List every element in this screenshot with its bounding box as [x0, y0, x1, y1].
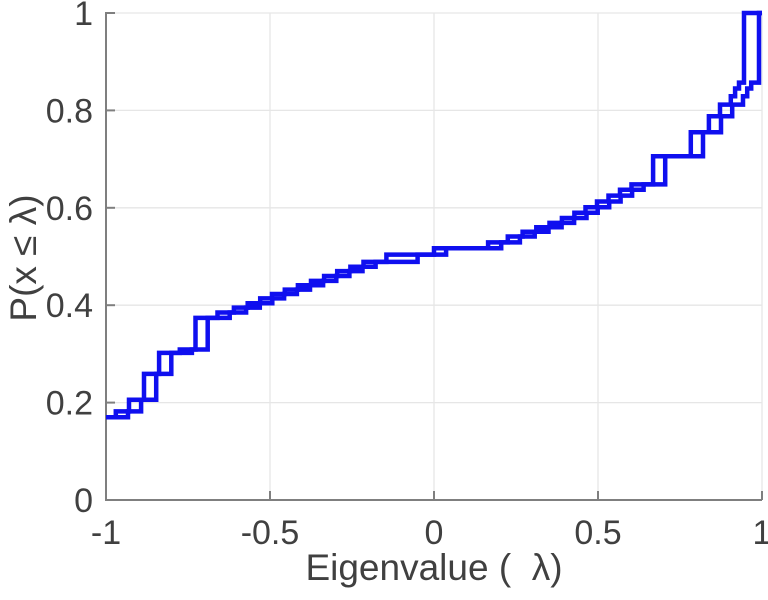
x-tick-label: 0.5: [574, 514, 621, 552]
y-tick-label: 0.2: [46, 385, 93, 423]
x-axis-label: Eigenvalue ( λ): [305, 547, 563, 588]
y-tick-label: 0: [74, 482, 93, 520]
y-tick-label: 0.6: [46, 190, 93, 228]
x-tick-label: 0: [425, 514, 444, 552]
gridlines: [106, 12, 763, 500]
x-tick-label: -1: [91, 514, 121, 552]
axes: [105, 12, 763, 501]
tick-labels: 0 0.2 0.4 0.6 0.8 1 -1 -0.5 0 0.5 1: [46, 0, 768, 552]
y-tick-label: 1: [74, 0, 93, 33]
y-tick-label: 0.4: [46, 287, 93, 325]
x-tick-label: -0.5: [241, 514, 300, 552]
x-tick-label: 1: [753, 514, 768, 552]
ecdf-line-2: [106, 10, 762, 420]
y-axis-label: P(x ≤ λ): [3, 194, 44, 322]
y-tick-label: 0.8: [46, 92, 93, 130]
